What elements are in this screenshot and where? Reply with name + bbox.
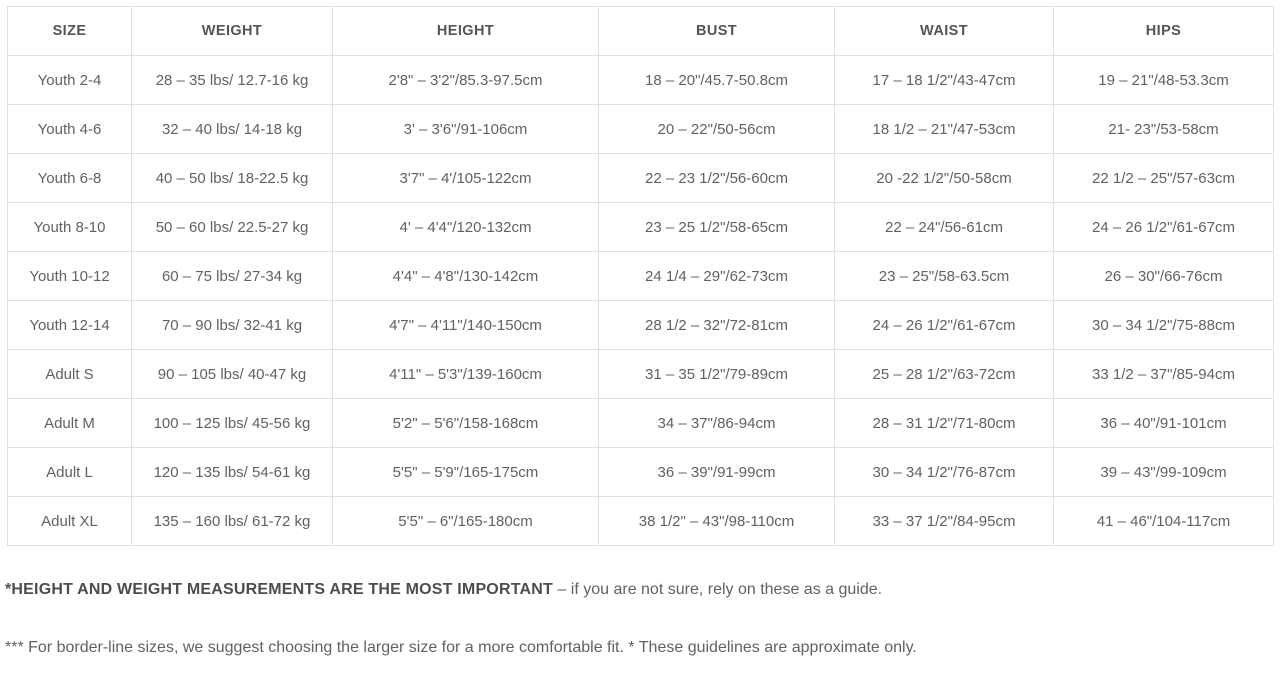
column-header-size: SIZE [7,6,132,56]
table-cell-waist: 25 – 28 1/2"/63-72cm [834,349,1054,399]
table-cell-height: 3'7" – 4'/105-122cm [332,153,599,203]
table-cell-bust: 18 – 20"/45.7-50.8cm [598,55,835,105]
table-cell-bust: 38 1/2" – 43"/98-110cm [598,496,835,546]
table-cell-hips: 36 – 40"/91-101cm [1053,398,1274,448]
table-body: Youth 2-4 28 – 35 lbs/ 12.7-16 kg 2'8" – 3… [7,55,1274,546]
table-cell-weight: 70 – 90 lbs/ 32-41 kg [131,300,333,350]
table-row: Adult XL 135 – 160 lbs/ 61-72 kg 5'5" – 6"… [7,496,1274,546]
column-header-weight: WEIGHT [131,6,333,56]
note-height-weight-rest: – if you are not sure, rely on these as … [552,581,883,598]
table-cell-weight: 100 – 125 lbs/ 45-56 kg [131,398,333,448]
note-height-weight: *HEIGHT AND WEIGHT MEASUREMENTS ARE THE … [5,581,1280,599]
table-cell-waist: 17 – 18 1/2"/43-47cm [834,55,1054,105]
table-cell-size: Adult M [7,398,132,448]
table-cell-hips: 24 – 26 1/2"/61-67cm [1053,202,1274,252]
table-row: Youth 4-6 32 – 40 lbs/ 14-18 kg 3' – 3'6"/… [7,104,1274,154]
table-cell-hips: 30 – 34 1/2"/75-88cm [1053,300,1274,350]
table-cell-waist: 22 – 24"/56-61cm [834,202,1054,252]
table-cell-size: Youth 10-12 [7,251,132,301]
column-header-waist: WAIST [834,6,1054,56]
table-cell-height: 2'8" – 3'2"/85.3-97.5cm [332,55,599,105]
column-header-bust: BUST [598,6,835,56]
table-cell-bust: 28 1/2 – 32"/72-81cm [598,300,835,350]
table-cell-height: 4'4" – 4'8"/130-142cm [332,251,599,301]
table-cell-waist: 30 – 34 1/2"/76-87cm [834,447,1054,497]
table-cell-weight: 32 – 40 lbs/ 14-18 kg [131,104,333,154]
table-cell-height: 4' – 4'4"/120-132cm [332,202,599,252]
table-row: Adult M 100 – 125 lbs/ 45-56 kg 5'2" – 5'6… [7,398,1274,448]
table-cell-bust: 31 – 35 1/2"/79-89cm [598,349,835,399]
table-header: SIZE WEIGHT HEIGHT BUST WAIST HIPS [7,6,1274,56]
table-cell-hips: 22 1/2 – 25"/57-63cm [1053,153,1274,203]
table-cell-hips: 26 – 30"/66-76cm [1053,251,1274,301]
table-row: Youth 6-8 40 – 50 lbs/ 18-22.5 kg 3'7" – 4… [7,153,1274,203]
table-cell-size: Youth 12-14 [7,300,132,350]
table-row: Youth 8-10 50 – 60 lbs/ 22.5-27 kg 4' – 4'… [7,202,1274,252]
table-cell-weight: 28 – 35 lbs/ 12.7-16 kg [131,55,333,105]
table-row: Adult S 90 – 105 lbs/ 40-47 kg 4'11" – 5'3… [7,349,1274,399]
table-cell-height: 5'2" – 5'6"/158-168cm [332,398,599,448]
table-cell-hips: 41 – 46"/104-117cm [1053,496,1274,546]
table-cell-size: Adult L [7,447,132,497]
table-cell-size: Youth 2-4 [7,55,132,105]
table-cell-height: 5'5" – 5'9"/165-175cm [332,447,599,497]
table-cell-bust: 36 – 39"/91-99cm [598,447,835,497]
header-row: SIZE WEIGHT HEIGHT BUST WAIST HIPS [7,6,1274,56]
table-cell-weight: 60 – 75 lbs/ 27-34 kg [131,251,333,301]
table-cell-weight: 135 – 160 lbs/ 61-72 kg [131,496,333,546]
table-cell-bust: 23 – 25 1/2"/58-65cm [598,202,835,252]
table-cell-hips: 33 1/2 – 37"/85-94cm [1053,349,1274,399]
table-row: Adult L 120 – 135 lbs/ 54-61 kg 5'5" – 5'9… [7,447,1274,497]
table-row: Youth 10-12 60 – 75 lbs/ 27-34 kg 4'4" – 4… [7,251,1274,301]
table-cell-size: Youth 8-10 [7,202,132,252]
table-cell-weight: 40 – 50 lbs/ 18-22.5 kg [131,153,333,203]
table-cell-bust: 24 1/4 – 29"/62-73cm [598,251,835,301]
note-borderline-sizes: *** For border-line sizes, we suggest ch… [5,639,917,656]
table-cell-hips: 19 – 21"/48-53.3cm [1053,55,1274,105]
table-cell-size: Youth 4-6 [7,104,132,154]
table-cell-size: Youth 6-8 [7,153,132,203]
note-height-weight-bold: *HEIGHT AND WEIGHT MEASUREMENTS ARE THE … [5,581,553,598]
table-cell-bust: 20 – 22"/50-56cm [598,104,835,154]
table-cell-height: 5'5" – 6"/165-180cm [332,496,599,546]
table-cell-waist: 33 – 37 1/2"/84-95cm [834,496,1054,546]
table-cell-size: Adult XL [7,496,132,546]
table-cell-height: 4'11" – 5'3"/139-160cm [332,349,599,399]
table-cell-weight: 120 – 135 lbs/ 54-61 kg [131,447,333,497]
table-cell-weight: 50 – 60 lbs/ 22.5-27 kg [131,202,333,252]
table-row: Youth 12-14 70 – 90 lbs/ 32-41 kg 4'7" – 4… [7,300,1274,350]
table-cell-height: 3' – 3'6"/91-106cm [332,104,599,154]
size-chart-table: SIZE WEIGHT HEIGHT BUST WAIST HIPS Youth… [7,6,1274,546]
table-cell-waist: 23 – 25"/58-63.5cm [834,251,1054,301]
table-cell-bust: 34 – 37"/86-94cm [598,398,835,448]
table-cell-weight: 90 – 105 lbs/ 40-47 kg [131,349,333,399]
table-cell-waist: 18 1/2 – 21"/47-53cm [834,104,1054,154]
table-cell-size: Adult S [7,349,132,399]
column-header-hips: HIPS [1053,6,1274,56]
table-cell-bust: 22 – 23 1/2"/56-60cm [598,153,835,203]
table-cell-waist: 20 -22 1/2"/50-58cm [834,153,1054,203]
table-cell-hips: 39 – 43"/99-109cm [1053,447,1274,497]
table-cell-waist: 24 – 26 1/2"/61-67cm [834,300,1054,350]
table-cell-waist: 28 – 31 1/2"/71-80cm [834,398,1054,448]
column-header-height: HEIGHT [332,6,599,56]
table-cell-hips: 21- 23"/53-58cm [1053,104,1274,154]
table-row: Youth 2-4 28 – 35 lbs/ 12.7-16 kg 2'8" – 3… [7,55,1274,105]
table-cell-height: 4'7" – 4'11"/140-150cm [332,300,599,350]
